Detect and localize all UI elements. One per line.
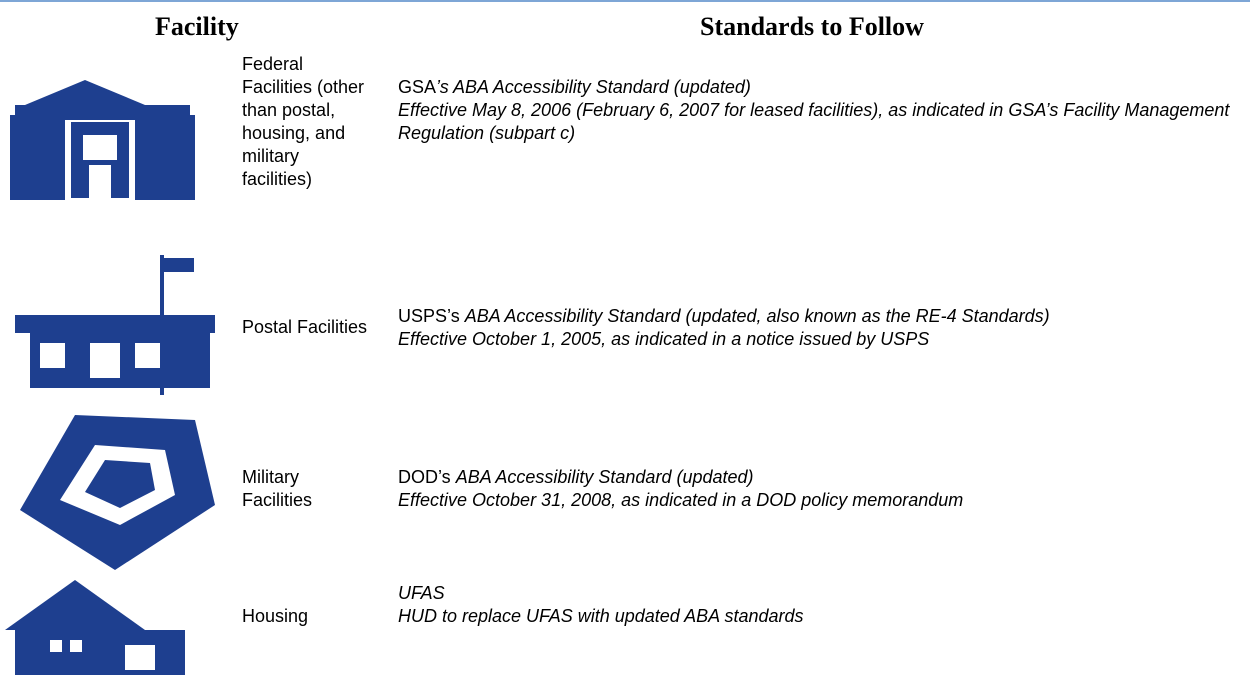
facility-name: Federal Facilities (other than postal, h… bbox=[242, 54, 365, 189]
standard-source: GSA bbox=[398, 77, 437, 97]
standard-source: USPS’s bbox=[398, 306, 465, 326]
standard-source: DOD’s bbox=[398, 467, 456, 487]
standard-name: ABA Accessibility Standard (updated) bbox=[455, 467, 754, 487]
effective: HUD to replace UFAS with updated ABA sta… bbox=[398, 606, 804, 626]
standard: USPS’s ABA Accessibility Standard (updat… bbox=[398, 305, 1050, 351]
military-icon bbox=[20, 415, 215, 570]
facility-name: Postal Facilities bbox=[242, 317, 368, 337]
standard: DOD’s ABA Accessibility Standard (update… bbox=[398, 466, 963, 512]
federal-icon bbox=[10, 80, 195, 200]
facility-name: Housing bbox=[242, 606, 309, 626]
header-facility: Facility bbox=[155, 12, 239, 41]
effective: Effective October 31, 2008, as indicated… bbox=[398, 490, 964, 510]
icons bbox=[5, 80, 215, 675]
top-rule bbox=[0, 0, 1250, 2]
header-standards: Standards to Follow bbox=[700, 12, 924, 41]
standard-name: ABA Accessibility Standard (updated, als… bbox=[464, 306, 1050, 326]
effective: Effective May 8, 2006 (February 6, 2007 … bbox=[398, 100, 1230, 143]
standard: GSA’s ABA Accessibility Standard (update… bbox=[398, 76, 1238, 145]
standard: UFAS HUD to replace UFAS with updated AB… bbox=[398, 582, 804, 628]
facility-name: Military Facilities bbox=[242, 467, 313, 510]
housing-icon bbox=[5, 580, 185, 675]
standard-name: ’s ABA Accessibility Standard (updated) bbox=[436, 77, 751, 97]
postal-icon bbox=[15, 255, 215, 395]
standard-name: UFAS bbox=[398, 583, 445, 603]
effective: Effective October 1, 2005, as indicated … bbox=[398, 329, 930, 349]
